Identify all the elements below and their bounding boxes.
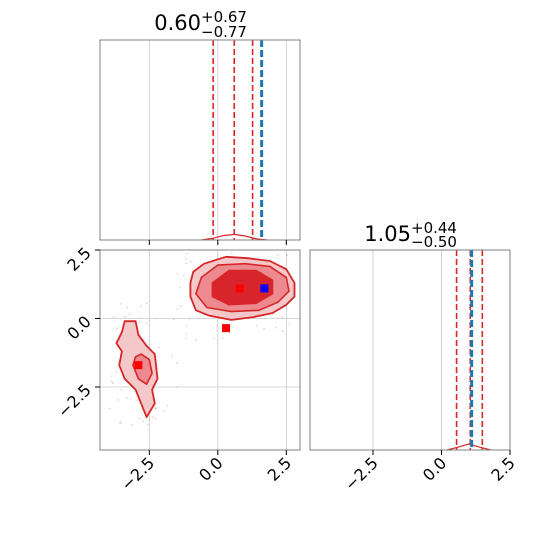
sample-point xyxy=(288,322,291,325)
tick-label-x-param-1-1: 0.0 xyxy=(195,453,226,484)
sample-point xyxy=(140,305,142,308)
sample-point xyxy=(154,417,157,420)
sample-point xyxy=(190,260,192,263)
hist-panel-top-left: 0.60 +0.67 −0.77 xyxy=(99,8,301,245)
sample-point xyxy=(276,254,279,257)
tick-label-y-param-2-1: 0.0 xyxy=(63,312,94,343)
sample-point xyxy=(116,327,118,329)
sample-point xyxy=(126,306,129,309)
sample-point xyxy=(111,380,113,383)
sample-point xyxy=(146,424,149,426)
sample-point xyxy=(130,423,133,426)
hist-panel-bottom-right: −2.5 0.0 2.5 1.05 +0.44 −0.50 xyxy=(309,219,519,494)
sample-point xyxy=(212,337,215,340)
sample-point xyxy=(151,416,154,419)
sample-point xyxy=(185,325,188,327)
sample-point xyxy=(263,328,266,330)
estimate-marker-0 xyxy=(235,284,244,293)
sample-point xyxy=(183,274,185,277)
sample-point xyxy=(129,312,131,315)
sample-point xyxy=(185,262,187,265)
sample-point xyxy=(171,355,173,358)
point-markers xyxy=(134,284,269,370)
truth-marker xyxy=(260,284,269,293)
sample-point xyxy=(163,410,166,412)
tick-label-x-param-2-0: −2.5 xyxy=(341,453,382,494)
sample-point xyxy=(124,315,127,318)
sample-point xyxy=(275,326,277,329)
sample-point xyxy=(142,420,145,423)
hist-bottom-right-curve xyxy=(446,443,491,451)
estimate-marker-1 xyxy=(222,324,230,333)
sample-point xyxy=(110,375,113,377)
sample-point xyxy=(185,258,188,261)
hist-bottom-right-grid xyxy=(372,250,511,450)
sample-point xyxy=(112,316,115,318)
hist-bottom-right-ticks: −2.5 0.0 2.5 xyxy=(341,450,519,494)
sample-point xyxy=(139,334,142,336)
sample-point xyxy=(180,305,182,308)
tick-label-x-param-1-0: −2.5 xyxy=(117,453,158,494)
hist-bottom-right-frame xyxy=(309,249,511,451)
title-param-2-minus: −0.50 xyxy=(411,233,457,251)
sample-point xyxy=(189,318,192,320)
sample-point xyxy=(117,399,119,401)
sample-point xyxy=(281,316,284,319)
sample-point xyxy=(120,388,123,391)
hist-top-left-frame xyxy=(99,39,301,241)
tick-label-y-param-2-0: −2.5 xyxy=(54,380,95,421)
sample-point xyxy=(166,404,169,407)
scatter-frame xyxy=(99,249,301,451)
title-param-1-minus: −0.77 xyxy=(201,23,247,41)
hist-top-left-lines xyxy=(212,40,264,240)
sample-point xyxy=(255,324,258,327)
sample-point xyxy=(221,336,224,339)
sample-point xyxy=(146,302,148,305)
sample-point xyxy=(136,399,139,401)
hist-top-left-grid xyxy=(148,40,287,240)
density-contours xyxy=(115,255,296,418)
title-param-2: 1.05 xyxy=(364,222,411,246)
sample-point xyxy=(158,346,161,349)
sample-point xyxy=(230,252,233,255)
hist-top-left-ticks xyxy=(148,240,287,245)
sample-point xyxy=(139,317,142,319)
sample-point xyxy=(286,254,289,257)
title-param-1-plus: +0.67 xyxy=(201,8,247,26)
sample-point xyxy=(119,303,122,305)
sample-point xyxy=(179,286,182,289)
sample-point xyxy=(281,330,284,333)
sample-point xyxy=(195,339,198,342)
tick-label-x-param-1-2: 2.5 xyxy=(264,453,295,484)
sample-point xyxy=(185,337,188,340)
sample-point xyxy=(176,308,179,310)
title-param-2-plus: +0.44 xyxy=(411,219,457,237)
sample-point xyxy=(138,321,141,324)
sample-point xyxy=(119,420,122,423)
sample-point xyxy=(175,386,178,388)
sample-point xyxy=(185,333,188,336)
sample-point xyxy=(173,318,176,321)
sample-point xyxy=(126,397,128,400)
sample-point xyxy=(154,407,157,410)
tick-label-x-param-2-1: 0.0 xyxy=(419,453,450,484)
sample-point xyxy=(186,252,189,255)
tick-label-x-param-2-2: 2.5 xyxy=(487,453,518,484)
sample-point xyxy=(111,382,114,385)
sample-point xyxy=(176,273,179,275)
hist-bottom-right-lines xyxy=(455,250,484,450)
estimate-marker-2 xyxy=(134,361,143,370)
sample-point xyxy=(109,407,111,410)
sample-point xyxy=(119,422,122,425)
tick-label-y-param-2-2: 2.5 xyxy=(63,243,94,274)
sample-point xyxy=(175,362,178,365)
sample-point xyxy=(138,417,141,420)
sample-point xyxy=(145,322,148,325)
sample-point xyxy=(115,371,118,373)
title-param-1: 0.60 xyxy=(154,11,201,35)
sample-point xyxy=(154,317,157,320)
scatter-panel-bottom-left: −2.5 0.0 2.5 −2.5 0.0 2.5 xyxy=(54,243,301,494)
